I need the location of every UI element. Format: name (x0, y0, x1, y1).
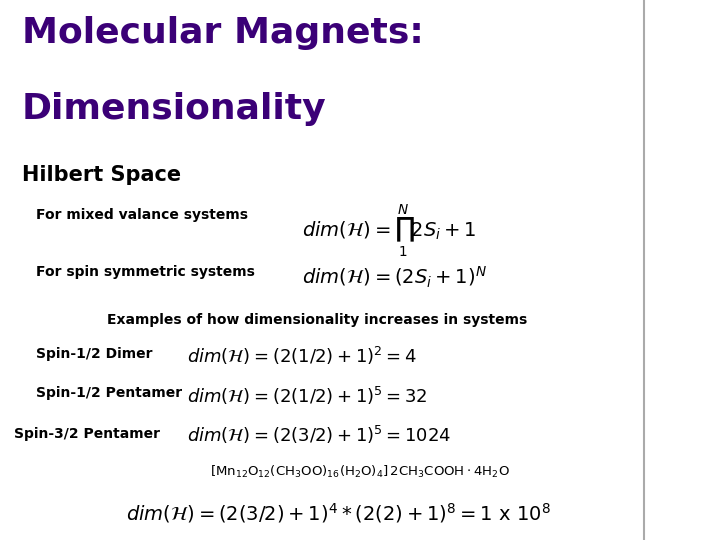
Text: $dim(\mathcal{H}) = (2(3/2)+1)^5 = 1024$: $dim(\mathcal{H}) = (2(3/2)+1)^5 = 1024$ (187, 424, 451, 446)
Text: Hilbert Space: Hilbert Space (22, 165, 181, 185)
Text: For mixed valance systems: For mixed valance systems (36, 208, 248, 222)
Text: Dimensionality: Dimensionality (22, 92, 326, 126)
Text: For spin symmetric systems: For spin symmetric systems (36, 265, 255, 279)
Text: $dim(\mathcal{H}) = (2(3/2)+1)^4 * (2(2)+1)^8 = 1\ \mathrm{x}\ 10^8$: $dim(\mathcal{H}) = (2(3/2)+1)^4 * (2(2)… (126, 501, 551, 525)
Text: Spin-1/2 Dimer: Spin-1/2 Dimer (36, 347, 153, 361)
Text: Spin-3/2 Pentamer: Spin-3/2 Pentamer (14, 427, 161, 441)
Text: $dim(\mathcal{H}) = (2(1/2)+1)^2 = 4$: $dim(\mathcal{H}) = (2(1/2)+1)^2 = 4$ (187, 345, 417, 367)
Text: Spin-1/2 Pentamer: Spin-1/2 Pentamer (36, 386, 182, 400)
Text: $dim(\mathcal{H}) = (2(1/2)+1)^5 = 32$: $dim(\mathcal{H}) = (2(1/2)+1)^5 = 32$ (187, 384, 428, 407)
Text: $[\mathrm{Mn}_{12}\mathrm{O}_{12}(\mathrm{CH}_3\mathrm{OO})_{16}(\mathrm{H}_2\ma: $[\mathrm{Mn}_{12}\mathrm{O}_{12}(\mathr… (210, 464, 510, 481)
Text: Examples of how dimensionality increases in systems: Examples of how dimensionality increases… (107, 313, 527, 327)
Text: Molecular Magnets:: Molecular Magnets: (22, 16, 423, 50)
Text: $dim(\mathcal{H}) = (2S_i + 1)^N$: $dim(\mathcal{H}) = (2S_i + 1)^N$ (302, 265, 487, 290)
Text: $dim(\mathcal{H}) = \prod_{1}^{N} 2S_i + 1$: $dim(\mathcal{H}) = \prod_{1}^{N} 2S_i +… (302, 202, 477, 259)
